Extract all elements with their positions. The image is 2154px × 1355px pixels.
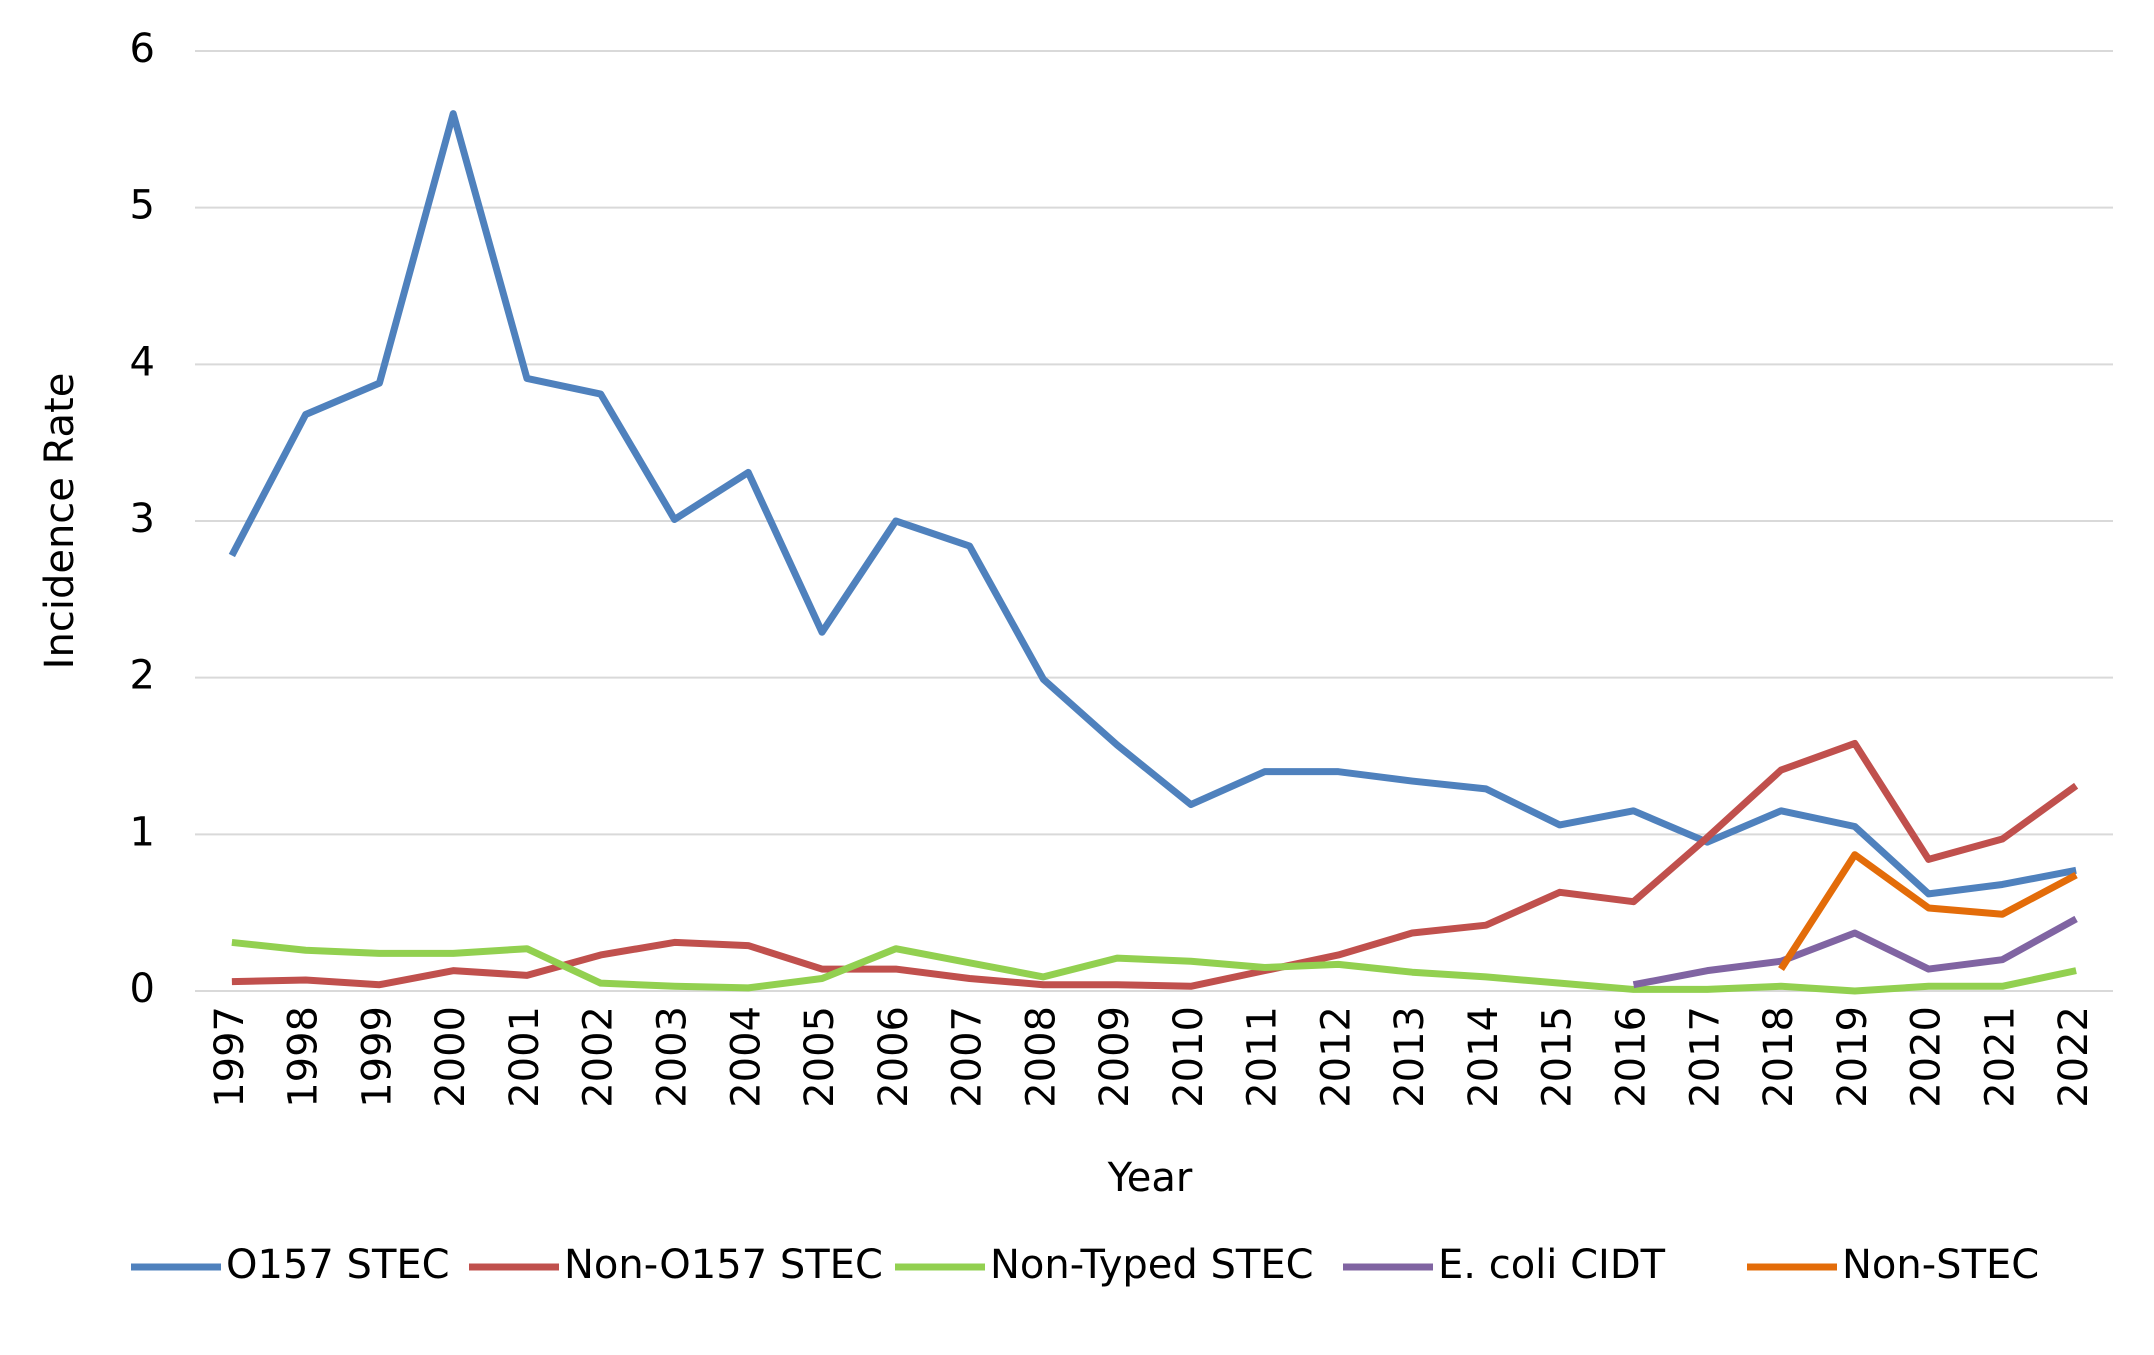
x-tick-label: 2015 — [1535, 1006, 1581, 1108]
x-tick-label: 2012 — [1313, 1006, 1359, 1108]
x-tick-label: 2021 — [1977, 1006, 2023, 1108]
x-tick-label: 2014 — [1461, 1006, 1507, 1108]
x-tick-label: 2009 — [1092, 1006, 1138, 1108]
y-tick-label: 2 — [130, 653, 155, 699]
x-tick-label: 1999 — [354, 1006, 400, 1108]
x-tick-label: 2001 — [502, 1006, 548, 1108]
x-tick-label: 2007 — [945, 1006, 991, 1108]
x-axis-title: Year — [1107, 1155, 1193, 1201]
series-line — [1778, 851, 2078, 971]
x-tick-label: 2013 — [1387, 1006, 1433, 1108]
x-tick-label: 2004 — [723, 1006, 769, 1108]
y-tick-label: 0 — [130, 966, 155, 1012]
x-tick-label: 2020 — [1904, 1006, 1950, 1108]
y-tick-label: 3 — [130, 496, 155, 542]
legend-label: Non-STEC — [1842, 1242, 2039, 1288]
y-tick-label: 4 — [130, 339, 155, 385]
series-line — [231, 739, 2079, 990]
legend-label: Non-Typed STEC — [990, 1242, 1314, 1288]
legend-label: Non-O157 STEC — [564, 1242, 883, 1288]
legend-label: O157 STEC — [226, 1242, 450, 1288]
x-tick-label: 2018 — [1756, 1006, 1802, 1108]
series-line — [228, 110, 2077, 898]
y-tick-label: 1 — [130, 809, 155, 855]
x-tick-label: 1998 — [281, 1006, 327, 1108]
x-tick-label: 2010 — [1166, 1006, 1212, 1108]
x-tick-label: 2011 — [1240, 1006, 1286, 1108]
x-tick-label: 2022 — [2051, 1006, 2097, 1108]
y-tick-label: 6 — [130, 26, 155, 72]
x-tick-label: 2002 — [576, 1006, 622, 1108]
y-tick-label: 5 — [130, 183, 155, 229]
x-tick-label: 2006 — [871, 1006, 917, 1108]
series-line — [1632, 915, 2078, 989]
x-tick-label: 2005 — [797, 1006, 843, 1108]
x-tick-label: 2003 — [650, 1006, 696, 1108]
legend-label: E. coli CIDT — [1438, 1242, 1666, 1288]
x-tick-label: 2017 — [1682, 1006, 1728, 1108]
x-tick-label: 2019 — [1830, 1006, 1876, 1108]
series-line — [231, 938, 2077, 995]
x-tick-label: 2008 — [1018, 1006, 1064, 1108]
x-tick-label: 1997 — [207, 1006, 253, 1108]
x-tick-label: 2000 — [428, 1006, 474, 1108]
y-axis-title: Incidence Rate — [37, 373, 83, 670]
x-tick-label: 2016 — [1609, 1006, 1655, 1108]
